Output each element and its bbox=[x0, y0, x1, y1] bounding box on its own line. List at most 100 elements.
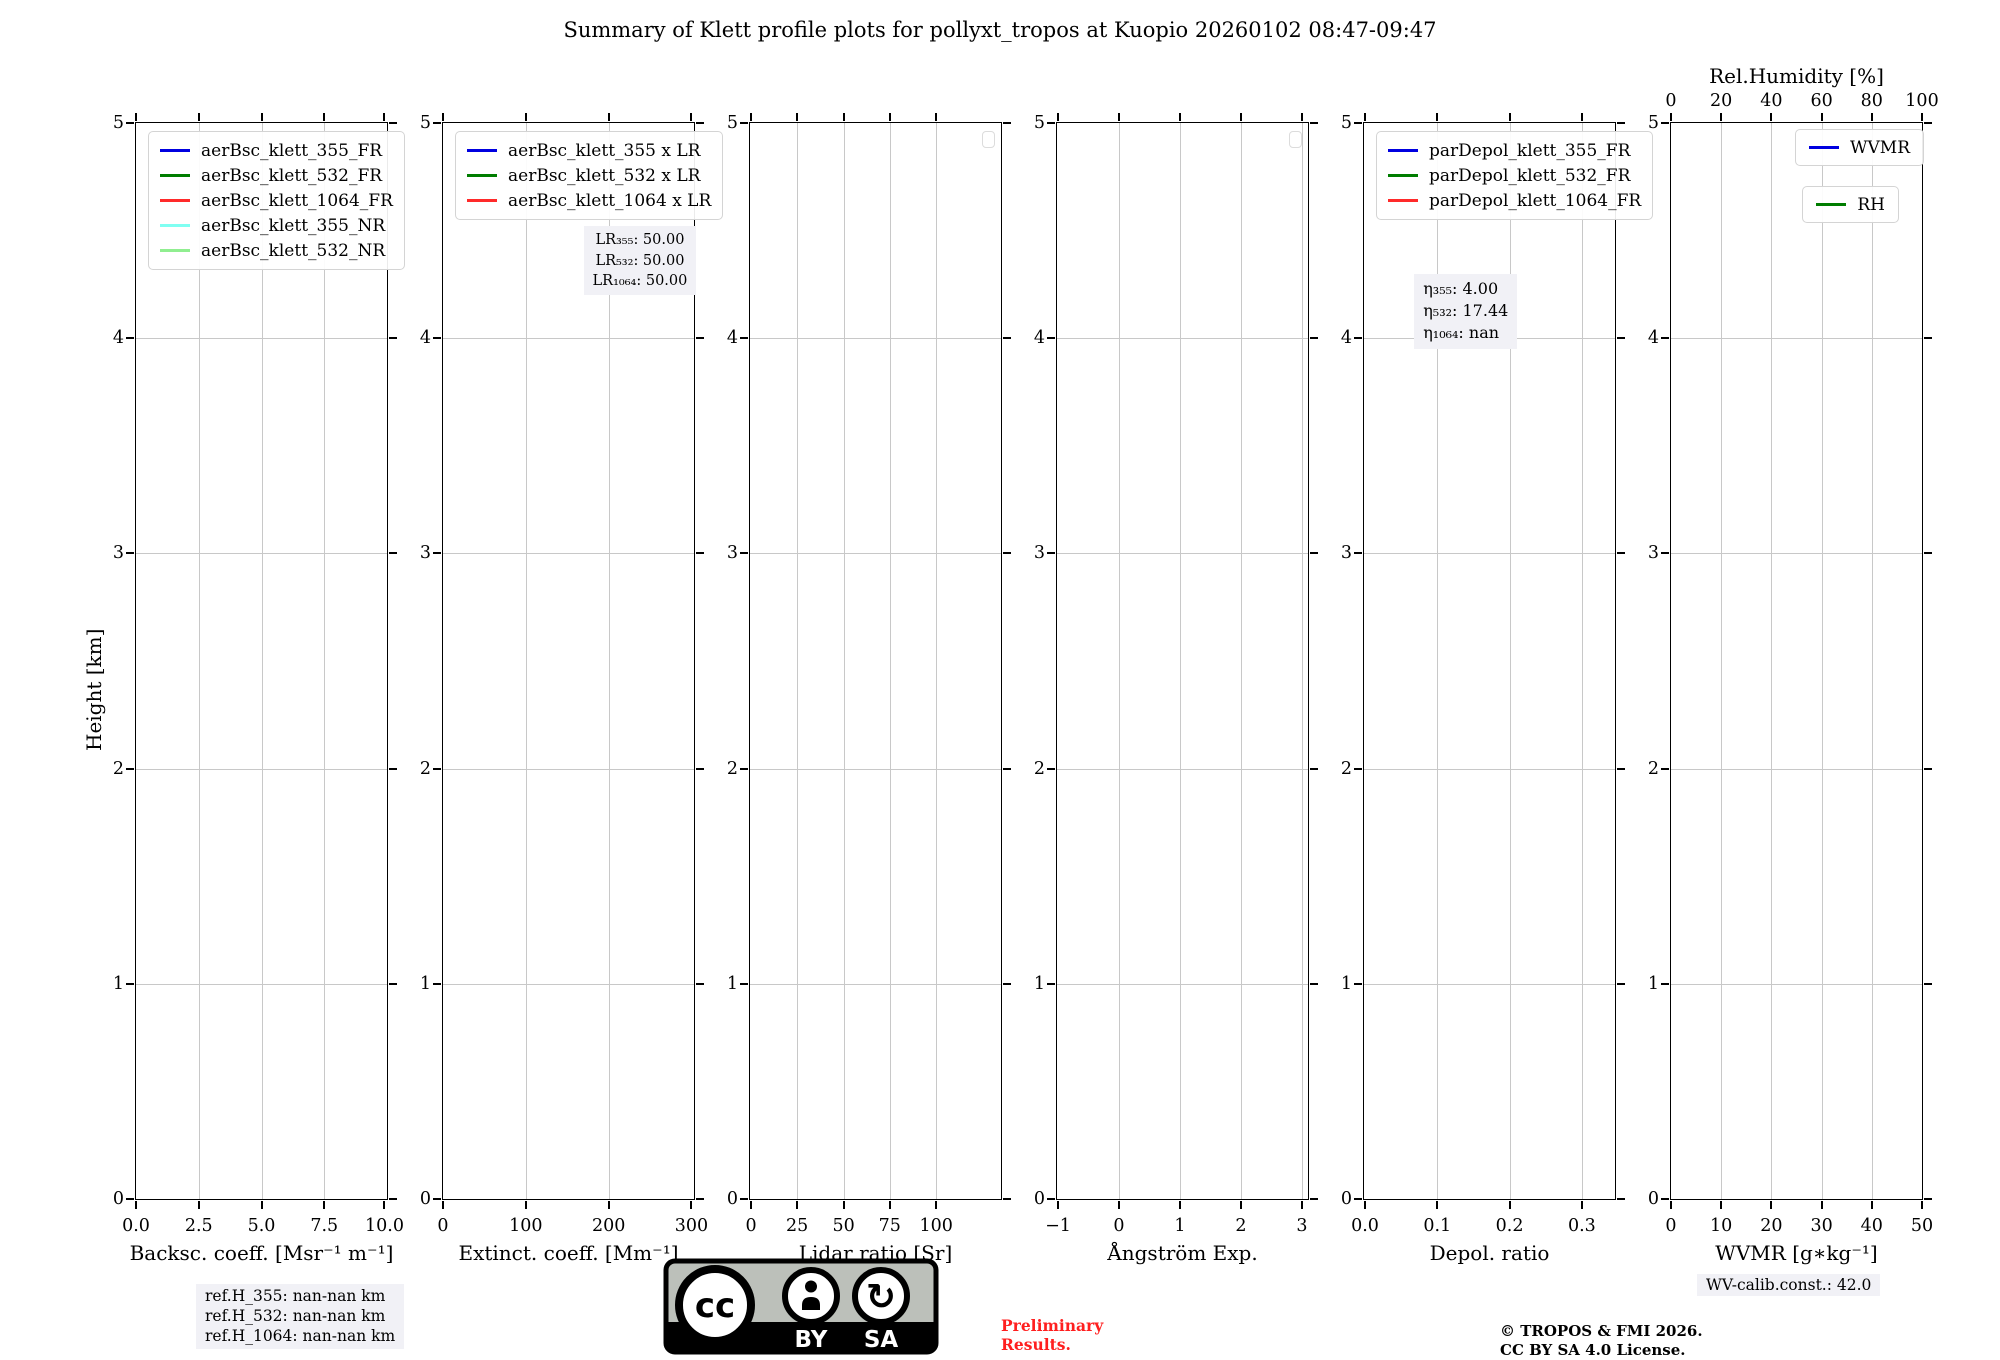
y-axis-label: Height [km] bbox=[82, 628, 106, 751]
gridline-horizontal bbox=[443, 553, 694, 555]
x-tick-top bbox=[1820, 113, 1823, 121]
gridline-vertical bbox=[1771, 123, 1773, 1199]
legend-label: parDepol_klett_532_FR bbox=[1429, 165, 1631, 186]
y-tick-label: 2 bbox=[1647, 758, 1659, 779]
legend-entry: aerBsc_klett_532 x LR bbox=[467, 163, 711, 188]
y-tick bbox=[1661, 122, 1669, 124]
x-tick-top bbox=[197, 113, 200, 121]
y-tick bbox=[1310, 337, 1318, 340]
y-tick bbox=[433, 982, 441, 985]
y-tick-label: 1 bbox=[112, 973, 124, 994]
annotation-box: η₃₅₅: 4.00 η₅₃₂: 17.44 η₁₀₆₄: nan bbox=[1414, 273, 1518, 349]
y-tick bbox=[1661, 982, 1669, 985]
x-tick-label: 5.0 bbox=[247, 1216, 276, 1236]
x-tick-label: 100 bbox=[509, 1216, 543, 1236]
y-tick bbox=[389, 552, 397, 555]
gridline-horizontal bbox=[443, 768, 694, 770]
y-tick-label: 1 bbox=[726, 973, 738, 994]
plot-panel-wvmr: 0 10 20 30 40 50 0 20 40 60 80 100 Rel.Humidity [%] 0… bbox=[1648, 64, 1939, 1265]
y-tick-label: 4 bbox=[1340, 328, 1352, 349]
legend-empty bbox=[1289, 131, 1302, 148]
x-tick-label: 2.5 bbox=[184, 1216, 213, 1236]
y-tick-label: 0 bbox=[419, 1189, 431, 1209]
y-tick-label: 3 bbox=[726, 543, 738, 564]
y-tick-label: 0 bbox=[1647, 1189, 1659, 1209]
legend-line-swatch bbox=[1809, 146, 1840, 149]
x-tick-label: 30 bbox=[1810, 1216, 1833, 1236]
y-tick bbox=[433, 337, 441, 340]
x-tick-label: 0.1 bbox=[1423, 1216, 1452, 1236]
gridline-horizontal bbox=[1364, 768, 1615, 770]
x-tick bbox=[135, 1201, 137, 1209]
legend-label: aerBsc_klett_355_NR bbox=[201, 215, 386, 236]
y-tick bbox=[126, 982, 134, 985]
x-tick-top bbox=[842, 113, 845, 121]
x-tick bbox=[1057, 1201, 1059, 1209]
y-tick bbox=[696, 1198, 704, 1200]
x-tick-label: −1 bbox=[1045, 1216, 1071, 1236]
x-tick bbox=[842, 1201, 845, 1209]
y-tick-label: 1 bbox=[1340, 973, 1352, 994]
y-tick-label: 5 bbox=[1033, 113, 1045, 133]
x-tick-top bbox=[1508, 113, 1511, 121]
plot-panel-depol-ratio: 0.0 0.1 0.2 0.3 0 1 2 3 4 5 Depol. ratio parDepol_k… bbox=[1341, 113, 1654, 1265]
x-tick bbox=[1508, 1201, 1511, 1209]
annotation-line: η₁₀₆₄: nan bbox=[1423, 323, 1500, 343]
y-tick bbox=[126, 767, 134, 770]
y-tick bbox=[126, 337, 134, 340]
legend-entry: parDepol_klett_532_FR bbox=[1388, 163, 1641, 188]
x-tick-top bbox=[260, 113, 263, 121]
x-tick-top bbox=[442, 113, 444, 121]
y-tick bbox=[1310, 122, 1318, 124]
legend: RH bbox=[1802, 186, 1899, 223]
y-tick bbox=[740, 982, 748, 985]
y-tick bbox=[433, 552, 441, 555]
x-tick-top bbox=[1580, 113, 1583, 121]
y-tick bbox=[1047, 122, 1055, 124]
gridline-vertical bbox=[936, 123, 938, 1199]
y-tick-label: 2 bbox=[1340, 758, 1352, 779]
legend-entry: WVMR bbox=[1809, 135, 1910, 160]
x-tick-label: 10 bbox=[1710, 1216, 1733, 1236]
gridline-vertical bbox=[1437, 123, 1439, 1199]
y-tick bbox=[740, 337, 748, 340]
x-tick-label: 50 bbox=[832, 1216, 855, 1236]
x-tick-label: 0.0 bbox=[122, 1216, 150, 1236]
x-tick bbox=[750, 1201, 752, 1209]
x-tick-label: 3 bbox=[1296, 1216, 1308, 1236]
top-axis-tick-label: 0 bbox=[1665, 91, 1677, 111]
x-tick bbox=[323, 1201, 326, 1209]
top-axis-tick-label: 40 bbox=[1760, 91, 1783, 111]
legend-label: aerBsc_klett_355 x LR bbox=[508, 140, 701, 161]
legend-line-swatch bbox=[160, 174, 190, 177]
x-tick-top bbox=[750, 113, 752, 121]
top-axis-title: Rel.Humidity [%] bbox=[1709, 64, 1884, 88]
y-tick bbox=[696, 982, 704, 985]
x-tick bbox=[1436, 1201, 1439, 1209]
legend-line-swatch bbox=[160, 149, 190, 152]
ref-h-355: ref.H_355: nan-nan km bbox=[205, 1287, 386, 1305]
x-tick-label: 7.5 bbox=[310, 1216, 339, 1236]
x-tick-top bbox=[1770, 113, 1773, 121]
annotation-box: LR₃₅₅: 50.00 LR₅₃₂: 50.00 LR₁₀₆₄: 50.00 bbox=[583, 226, 697, 296]
x-tick-top bbox=[1057, 113, 1059, 121]
gridline-vertical bbox=[1871, 123, 1873, 1199]
attribution-person-icon bbox=[782, 1267, 840, 1325]
gridline-horizontal bbox=[443, 338, 694, 340]
y-tick-label: 4 bbox=[726, 328, 738, 349]
y-tick-label: 1 bbox=[419, 973, 431, 994]
y-tick bbox=[696, 552, 704, 555]
plot-panel-backscatter: 0.0 2.5 5.0 7.5 10.0 0 1 2 3 4 5 Backsc. coeff. [Ms… bbox=[113, 113, 405, 1265]
gridline-horizontal bbox=[1671, 338, 1922, 340]
x-tick bbox=[1921, 1201, 1923, 1209]
y-tick bbox=[389, 767, 397, 770]
gridline-vertical bbox=[1301, 123, 1303, 1199]
cc-by-sa-badge: cc ↻ BY SA bbox=[663, 1258, 939, 1359]
y-tick bbox=[1617, 337, 1625, 340]
x-tick bbox=[1117, 1201, 1120, 1209]
gridline-horizontal bbox=[1057, 983, 1308, 985]
x-tick bbox=[607, 1201, 610, 1209]
legend-line-swatch bbox=[1816, 203, 1847, 206]
gridline-vertical bbox=[1721, 123, 1723, 1199]
gridline-horizontal bbox=[1364, 983, 1615, 985]
